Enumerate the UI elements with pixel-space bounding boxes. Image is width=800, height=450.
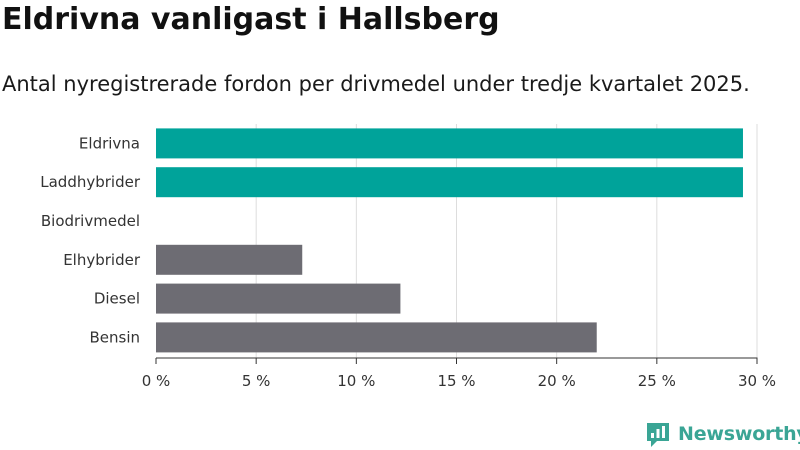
category-label: Bensin [89, 328, 140, 346]
x-tick-label: 25 % [638, 372, 676, 390]
gridlines [255, 124, 758, 358]
bar [156, 244, 303, 275]
category-label: Diesel [94, 290, 140, 308]
chart-title: Eldrivna vanligast i Hallsberg [2, 2, 500, 37]
category-labels: Eldrivna Laddhybrider Biodrivmedel Elhybrid… [40, 134, 141, 346]
category-label: Eldrivna [79, 134, 140, 152]
category-label: Elhybrider [63, 251, 141, 269]
x-axis: 0 % 5 % 10 % 15 % 20 % 25 % 30 % [142, 357, 776, 390]
x-tick-label: 5 % [242, 372, 271, 390]
bar [156, 322, 597, 353]
category-label: Biodrivmedel [41, 212, 140, 230]
x-tick-label: 0 % [142, 372, 171, 390]
bar [156, 167, 743, 198]
newsworthy-logo: Newsworthy [644, 418, 800, 450]
chart-subtitle: Antal nyregistrerade fordon per drivmede… [2, 72, 750, 96]
bars [156, 128, 743, 353]
logo-text: Newsworthy [678, 423, 800, 445]
bar [156, 128, 743, 159]
x-tick-label: 10 % [337, 372, 375, 390]
bar [156, 283, 401, 314]
x-tick-label: 15 % [437, 372, 475, 390]
x-tick-label: 30 % [738, 372, 776, 390]
x-tick-label: 20 % [538, 372, 576, 390]
category-label: Laddhybrider [40, 173, 141, 191]
newsworthy-logo-icon [647, 423, 669, 447]
